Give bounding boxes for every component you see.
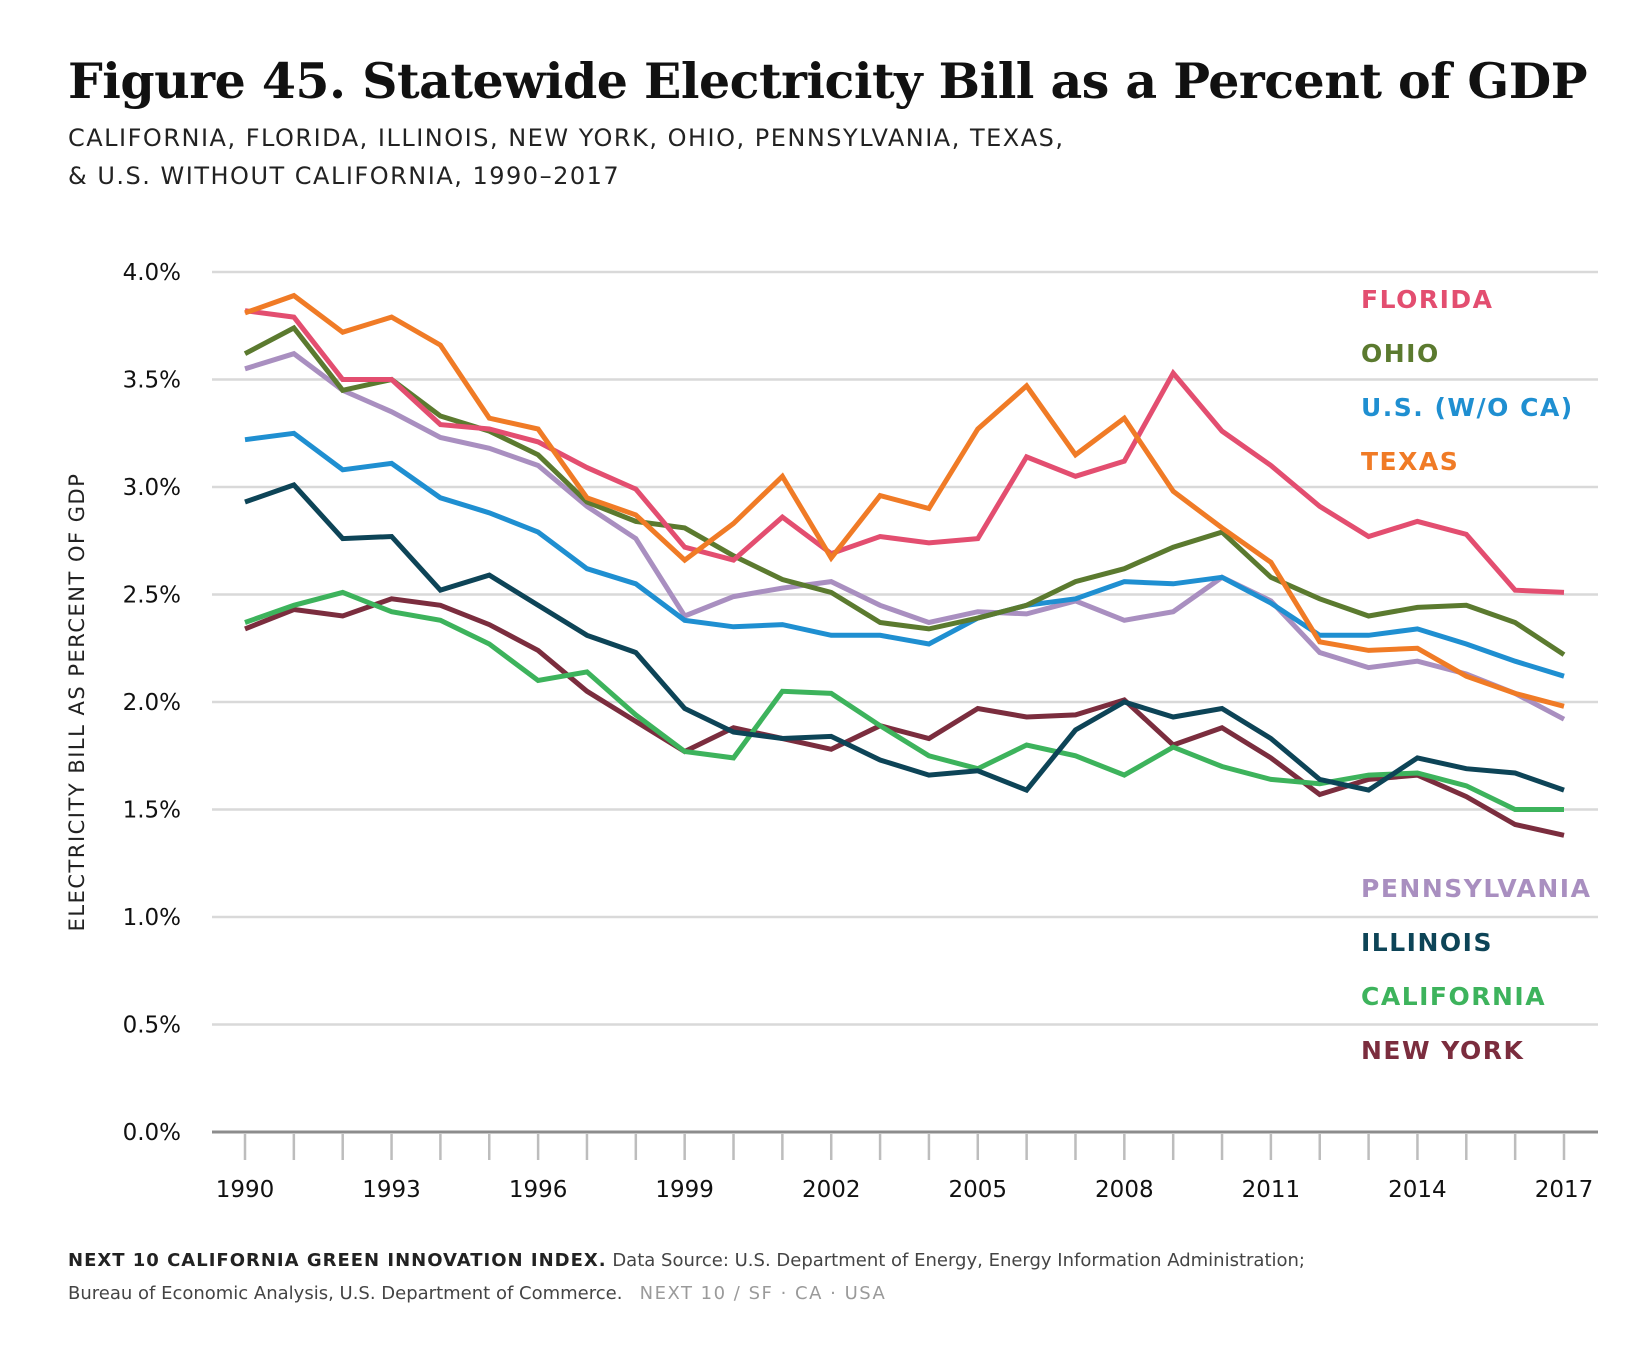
x-tick-label: 1999 (655, 1177, 714, 1203)
brand-credit: NEXT 10 / SF · CA · USA (639, 1283, 887, 1304)
x-tick-label: 1996 (509, 1177, 568, 1203)
source-note-text: Data Source: U.S. Department of Energy, … (606, 1250, 1305, 1271)
source-note-bold: NEXT 10 CALIFORNIA GREEN INNOVATION INDE… (68, 1250, 607, 1271)
y-tick-label: 0.0% (123, 1120, 181, 1146)
x-tick-label: 2008 (1095, 1177, 1154, 1203)
legend-label: CALIFORNIA (1361, 982, 1546, 1011)
legend-label: PENNSYLVANIA (1361, 874, 1591, 903)
source-note: NEXT 10 CALIFORNIA GREEN INNOVATION INDE… (68, 1250, 1305, 1271)
series-line-texas (244, 292, 1565, 709)
y-tick-label: 2.5% (123, 583, 181, 609)
series-line-ohio (243, 324, 1566, 657)
legend-label: U.S. (W/O CA) (1361, 393, 1574, 422)
y-tick-label: 4.0% (123, 260, 181, 286)
legend-label: TEXAS (1361, 447, 1459, 476)
x-tick-label: 2002 (802, 1177, 861, 1203)
y-tick-label: 2.0% (123, 690, 181, 716)
figure-title: Figure 45. Statewide Electricity Bill as… (68, 52, 1588, 110)
series-line-florida (244, 308, 1565, 595)
legend-label: FLORIDA (1361, 285, 1494, 314)
x-tick-label: 2017 (1535, 1177, 1594, 1203)
y-tick-label: 3.0% (123, 475, 181, 501)
x-tick-label: 2005 (949, 1177, 1008, 1203)
y-tick-label: 1.5% (123, 798, 181, 824)
y-tick-label: 3.5% (123, 368, 181, 394)
source-note-line2-container: Bureau of Economic Analysis, U.S. Depart… (68, 1283, 886, 1304)
legend-label: OHIO (1361, 339, 1440, 368)
legend-label: ILLINOIS (1361, 928, 1493, 957)
y-tick-label: 1.0% (123, 905, 181, 931)
x-tick-label: 2014 (1388, 1177, 1447, 1203)
source-note-line2: Bureau of Economic Analysis, U.S. Depart… (68, 1283, 623, 1304)
figure-subtitle-line2: & U.S. WITHOUT CALIFORNIA, 1990–2017 (68, 162, 621, 190)
series-line-illinois (244, 481, 1565, 794)
series-line-pennsylvania (244, 350, 1566, 722)
legend-label: NEW YORK (1361, 1036, 1524, 1065)
figure-subtitle-line1: CALIFORNIA, FLORIDA, ILLINOIS, NEW YORK,… (68, 124, 1065, 152)
x-tick-label: 2011 (1242, 1177, 1301, 1203)
series-line-california (244, 589, 1564, 812)
x-tick-label: 1993 (362, 1177, 421, 1203)
x-tick-label: 1990 (216, 1177, 275, 1203)
series-line-u-s-w-o-ca (244, 430, 1565, 679)
y-tick-label: 0.5% (123, 1013, 181, 1039)
y-axis-label: ELECTRICITY BILL AS PERCENT OF GDP (65, 473, 89, 932)
